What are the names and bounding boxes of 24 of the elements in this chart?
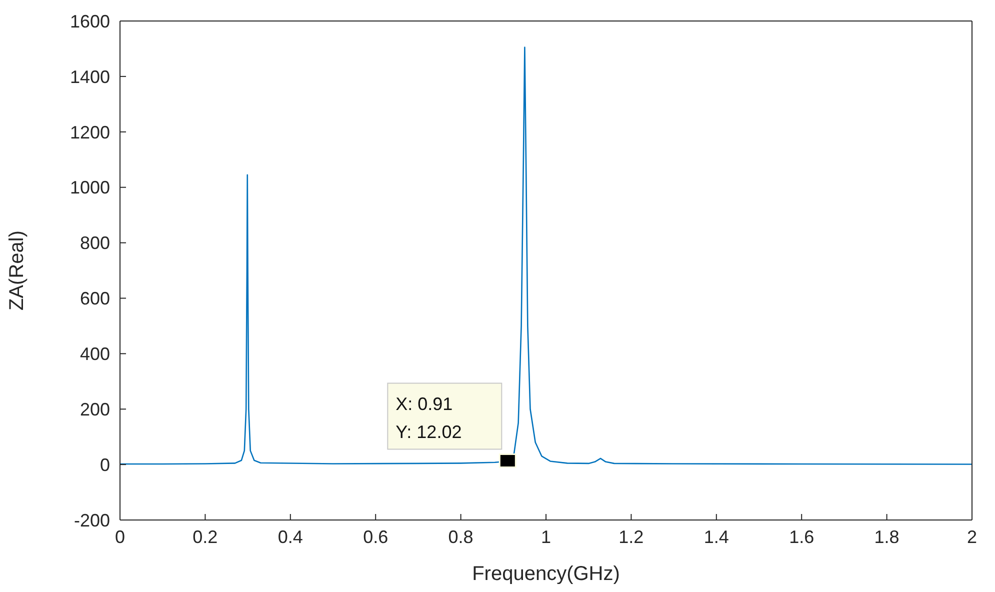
y-axis-title: ZA(Real) (6, 230, 28, 311)
y-tick-label: 800 (80, 233, 110, 254)
y-tick-label: 400 (80, 344, 110, 364)
y-tick-label: 200 (80, 400, 110, 420)
y-tick-label: -200 (74, 510, 110, 530)
y-tick-label: 1000 (70, 178, 110, 198)
x-tick-label: 1.4 (704, 526, 729, 547)
x-axis-title: Frequency(GHz) (472, 563, 620, 585)
y-tick-label: 1400 (70, 66, 110, 87)
y-tick-label: 1200 (70, 122, 110, 142)
x-tick-label: 2 (966, 526, 978, 547)
x-tick-label: 1.8 (874, 526, 900, 547)
x-tick-label: 0.6 (363, 526, 388, 547)
y-tick-label: 1600 (70, 11, 110, 32)
x-tick-label: 0.4 (278, 526, 303, 547)
x-tick-label: 0.8 (448, 526, 474, 547)
x-tick-label: 1 (540, 526, 552, 547)
x-tick-label: 1.6 (789, 526, 814, 547)
x-tick-label: 0 (114, 526, 126, 547)
x-tick-label: 1.2 (618, 526, 644, 547)
y-tick-label: 600 (80, 288, 110, 309)
annotation: X: 0.91 Y: 12.02 (396, 394, 462, 442)
x-tick-label: 0.2 (192, 526, 218, 547)
y-tick-label: 0 (100, 454, 110, 475)
